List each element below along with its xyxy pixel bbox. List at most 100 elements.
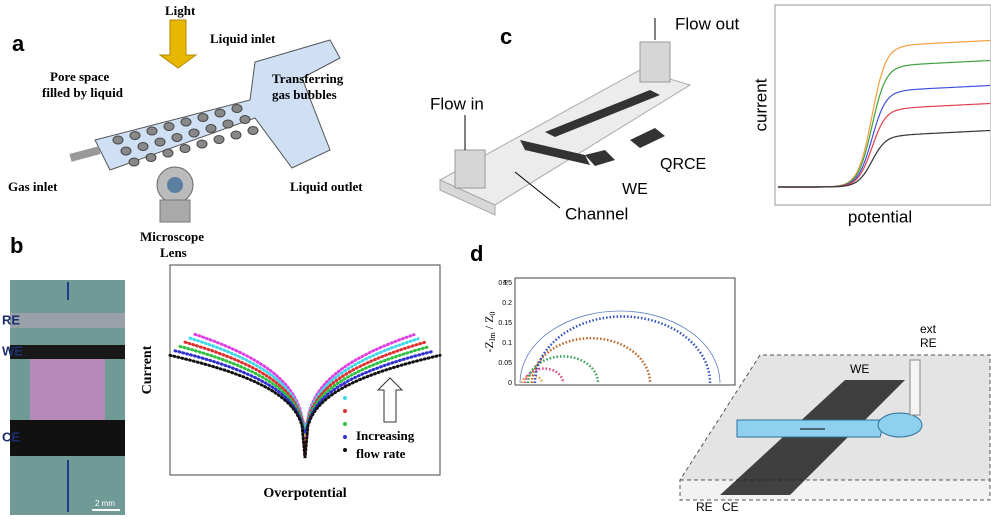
panel-label: a	[12, 31, 25, 56]
y-axis-label: -ZIm / Z0	[482, 312, 497, 353]
legend-dot	[343, 409, 347, 413]
v-curve	[173, 349, 435, 438]
qrce-pad	[630, 128, 665, 148]
label: Flow in	[430, 94, 484, 113]
x-axis-label: Overpotential	[263, 486, 346, 501]
y-tick-label: 0.1	[502, 340, 512, 347]
gas-inlet-tube	[69, 146, 101, 162]
flow-region	[30, 355, 105, 425]
pore	[120, 146, 132, 156]
pore	[128, 157, 140, 167]
y-label-part: 0	[488, 312, 497, 316]
hollow-arrow	[376, 377, 404, 423]
y-tick-label: 0.25	[498, 280, 512, 287]
label: filled by liquid	[42, 85, 124, 100]
sigmoid-curve	[778, 129, 991, 188]
we-pad	[585, 150, 615, 166]
pore	[196, 139, 208, 149]
plot-frame	[169, 264, 441, 476]
y-axis-label: Current	[140, 345, 155, 394]
sigmoid-curve	[778, 102, 991, 188]
y-tick-label: 0.2	[502, 300, 512, 307]
curves	[168, 39, 991, 459]
panel-label: b	[10, 233, 23, 258]
note: flow rate	[356, 446, 406, 461]
pore	[180, 117, 192, 127]
legend-dot	[343, 448, 347, 452]
legend-dot	[343, 422, 347, 426]
label: Flow out	[675, 14, 740, 33]
panel-b-photo	[10, 264, 441, 515]
label: CE	[722, 500, 739, 514]
ext-re-tube	[909, 359, 921, 416]
label: Transferring	[272, 71, 344, 86]
lens-body	[159, 199, 191, 223]
label: Pore space	[50, 69, 110, 84]
pore	[137, 142, 149, 151]
chamber	[94, 39, 341, 171]
scale-label: 2 mm	[95, 499, 115, 508]
note: Increasing	[356, 428, 415, 443]
nyquist-arc	[533, 315, 712, 384]
label: Microscope	[140, 229, 204, 244]
y-label-part: / Z	[482, 316, 496, 333]
sigmoid-curve	[778, 59, 991, 188]
label: RE	[920, 336, 937, 350]
pore	[197, 113, 209, 122]
pore	[213, 135, 225, 144]
pore	[162, 148, 174, 158]
v-curve	[193, 332, 416, 433]
pore	[171, 133, 183, 142]
y-tick-label: 0.05	[498, 360, 512, 367]
label: ext	[920, 322, 937, 336]
plot-frame	[774, 4, 991, 206]
nyquist-arc	[530, 336, 652, 384]
label: gas bubbles	[272, 87, 337, 102]
lens-glass	[167, 177, 183, 193]
leader	[514, 171, 561, 209]
panel-a-diagram	[69, 19, 341, 223]
nyquist-arc	[526, 355, 600, 384]
label: WE	[622, 181, 648, 198]
electrode-label: RE	[2, 312, 20, 327]
ce-band	[10, 420, 125, 456]
pore	[112, 135, 124, 145]
label: Lens	[160, 245, 187, 260]
legend-dot	[343, 396, 347, 400]
pore	[222, 119, 234, 129]
label: Liquid inlet	[210, 31, 276, 46]
pore	[239, 115, 251, 124]
pore	[230, 130, 242, 140]
label: QRCE	[660, 156, 706, 173]
v-curve	[178, 344, 431, 437]
plot-frame	[514, 277, 736, 386]
well	[877, 412, 923, 438]
pore	[146, 126, 158, 136]
pore	[163, 122, 175, 131]
panel-label: c	[500, 24, 512, 49]
nyquist-arc	[523, 367, 565, 384]
v-curve	[168, 353, 442, 459]
pore	[179, 144, 191, 153]
x-axis-label: potential	[848, 207, 912, 226]
panel-d-device	[514, 277, 991, 501]
electrode-label: CE	[2, 429, 20, 444]
pore	[205, 124, 217, 133]
light-arrow	[158, 19, 198, 69]
re-band	[10, 313, 125, 328]
y-label-part: -Z	[482, 341, 496, 352]
y-tick-label: 0.15	[498, 320, 512, 327]
y-label-part: Im	[488, 331, 497, 341]
pore	[145, 153, 157, 162]
pore	[154, 137, 166, 147]
label: RE	[696, 500, 713, 514]
plot-tag: a	[503, 280, 507, 286]
inlet-well	[454, 149, 486, 189]
label: Gas inlet	[8, 179, 58, 194]
label: Channel	[565, 204, 628, 223]
electrode-label: WE	[2, 343, 23, 358]
y-axis-label: current	[751, 78, 770, 131]
slab-side	[439, 179, 496, 216]
label: Liquid outlet	[290, 179, 363, 194]
